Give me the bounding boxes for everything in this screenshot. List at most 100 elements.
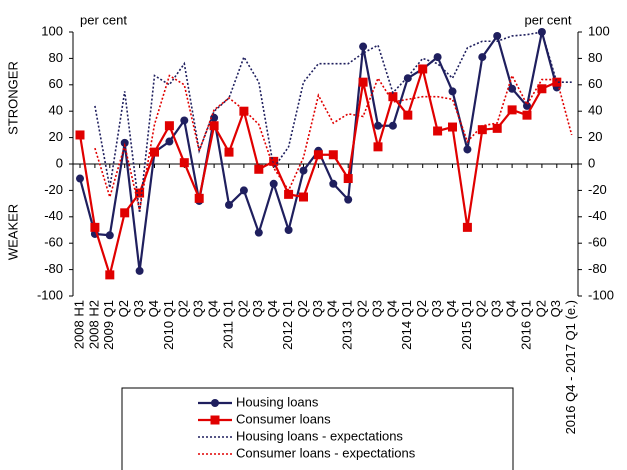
x-tick-label: Q3 (489, 300, 504, 317)
point (164, 121, 174, 131)
point (225, 200, 233, 209)
y2-tick-label: 60 (588, 76, 602, 91)
point (507, 105, 517, 115)
x-tick-label: Q3 (131, 300, 146, 317)
point (269, 156, 279, 166)
point (90, 222, 100, 232)
point (180, 116, 189, 125)
point (344, 195, 353, 204)
point (358, 77, 368, 87)
point (194, 193, 204, 203)
series-line (94, 73, 573, 211)
y2-tick-label: 20 (588, 129, 602, 144)
point (388, 92, 398, 102)
y2-tick-label: -40 (588, 208, 607, 223)
x-tick-label: 2011 Q1 (220, 300, 235, 349)
x-tick-label: 2012 Q1 (280, 300, 295, 350)
x-tick-label: 2008 H1 (71, 300, 86, 349)
legend-label: Consumer loans - expectations (236, 445, 416, 460)
y2-tick-label: 100 (588, 23, 610, 38)
x-tick-label: 2016 Q4 - 2017 Q1 (e.) (563, 300, 578, 434)
x-tick-label: Q2 (116, 300, 131, 317)
y-tick-label: -40 (44, 208, 63, 223)
point (403, 74, 412, 83)
point (135, 266, 144, 275)
point (239, 106, 249, 116)
point (105, 231, 114, 240)
x-tick-label: Q2 (235, 300, 250, 317)
point (105, 270, 115, 280)
point (165, 137, 174, 146)
point (403, 110, 413, 120)
point (239, 186, 248, 195)
point (135, 188, 145, 198)
point (328, 150, 338, 160)
point (120, 208, 130, 218)
point (299, 166, 308, 175)
y-tick-label: 0 (56, 155, 63, 170)
point (523, 101, 531, 110)
x-tick-label: Q4 (265, 300, 280, 317)
y2-tick-label: -80 (588, 261, 607, 276)
x-tick-label: 2015 Q1 (459, 300, 474, 350)
point (448, 87, 457, 96)
point (463, 145, 472, 154)
point (343, 174, 353, 184)
x-tick-label: Q3 (191, 300, 206, 317)
x-tick-label: Q2 (414, 300, 429, 317)
point (313, 150, 323, 160)
y-tick-label: 40 (49, 103, 63, 118)
point (284, 189, 294, 199)
y-label-top: STRONGER (5, 61, 20, 135)
x-tick-label: 2009 Q1 (101, 300, 116, 350)
point (209, 121, 219, 131)
point (299, 192, 308, 202)
y-tick-label: 20 (49, 129, 63, 144)
point (254, 164, 264, 174)
x-tick-label: Q3 (429, 300, 444, 317)
x-tick-label: 2013 Q1 (340, 300, 355, 350)
point (329, 179, 338, 188)
y-tick-label: -100 (37, 287, 63, 302)
point (492, 123, 502, 133)
y2-tick-label: 40 (588, 103, 602, 118)
x-tick-label: Q3 (369, 300, 384, 317)
y-tick-label: -20 (44, 182, 63, 197)
point (552, 77, 562, 87)
x-tick-label: Q2 (176, 300, 191, 317)
y2-tick-label: 80 (588, 50, 602, 65)
point (537, 28, 546, 36)
y-label-bottom: WEAKER (5, 204, 20, 260)
point (359, 42, 368, 51)
y-tick-label: 60 (49, 76, 63, 91)
point (374, 121, 382, 130)
y2-tick-label: -20 (588, 182, 607, 197)
legend-label: Housing loans - expectations (236, 428, 403, 443)
legend-label: Consumer loans (236, 411, 331, 426)
x-tick-label: 2016 Q1 (518, 300, 533, 350)
x-tick-label: Q4 (384, 300, 399, 317)
point (76, 174, 84, 183)
x-tick-label: 2014 Q1 (399, 300, 414, 350)
point (269, 179, 278, 188)
y-tick-label: -80 (44, 261, 63, 276)
point (388, 121, 397, 130)
x-tick-label: Q3 (310, 300, 325, 317)
point (418, 64, 428, 74)
x-tick-label: Q2 (533, 300, 548, 317)
y-tick-label: 100 (41, 23, 63, 38)
point (210, 113, 219, 122)
y2-tick-label: -100 (588, 287, 614, 302)
x-tick-label: Q3 (548, 300, 563, 317)
x-tick-label: Q3 (250, 300, 265, 317)
point (522, 110, 532, 120)
y-tick-label: 80 (49, 50, 63, 65)
point (508, 84, 517, 93)
point (224, 147, 234, 157)
legend-label: Housing loans (236, 394, 319, 409)
legend-box (121, 387, 514, 470)
y-tick-label: -60 (44, 235, 63, 250)
unit-right: per cent (525, 12, 572, 27)
point (448, 122, 457, 132)
